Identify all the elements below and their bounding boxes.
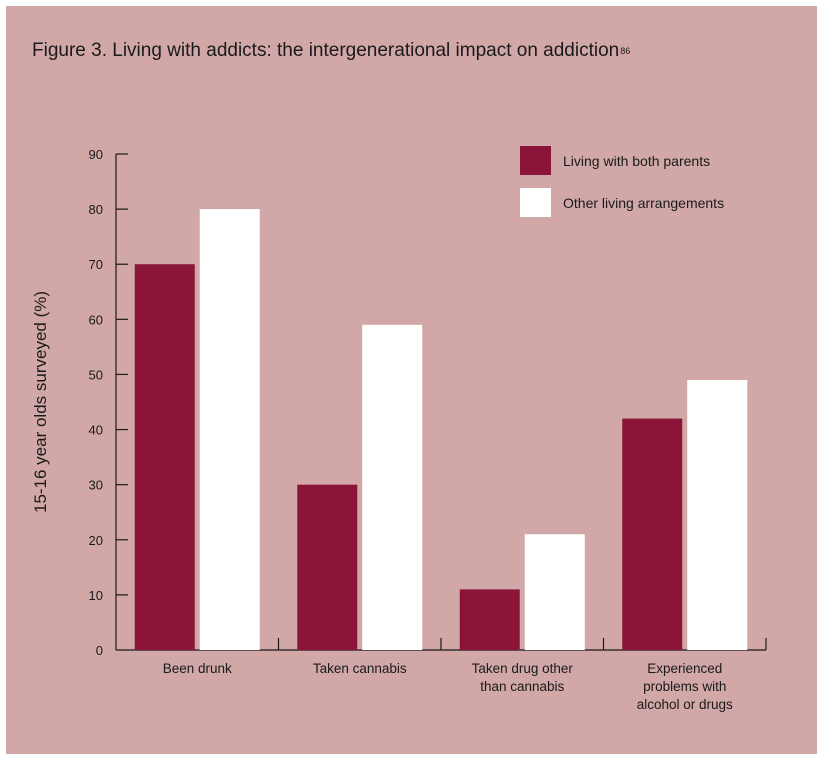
legend-label: Other living arrangements (563, 195, 724, 211)
y-tick-label: 80 (89, 202, 103, 217)
legend-swatch (520, 146, 551, 175)
footnote-marker: 86 (620, 46, 631, 56)
y-tick-label: 40 (89, 423, 103, 438)
bar-both-parents (459, 589, 520, 650)
bar-other-arrangements (687, 379, 748, 650)
x-category-label: Taken cannabis (313, 661, 407, 676)
figure-title-text: Figure 3. Living with addicts: the inter… (32, 40, 620, 61)
figure-title: Figure 3. Living with addicts: the inter… (32, 40, 630, 62)
bar-other-arrangements (362, 324, 423, 650)
bar-both-parents (297, 484, 358, 650)
y-axis-title: 15-16 year olds surveyed (%) (31, 291, 50, 513)
bar-other-arrangements (524, 534, 585, 650)
y-tick-label: 30 (89, 478, 103, 493)
y-tick-label: 10 (89, 588, 103, 603)
x-category-label: Taken drug other than cannabis (472, 661, 574, 694)
bar-both-parents (134, 264, 195, 650)
bar-other-arrangements (199, 209, 260, 650)
y-tick-label: 50 (89, 367, 103, 382)
x-category-label: Experienced problems with alcohol or drugs (637, 661, 733, 712)
legend-swatch (520, 188, 551, 217)
y-tick-label: 0 (96, 643, 103, 658)
x-category-label: Been drunk (163, 661, 232, 676)
y-tick-label: 90 (89, 147, 103, 162)
legend-label: Living with both parents (563, 153, 710, 169)
y-tick-label: 60 (89, 312, 103, 327)
y-tick-label: 20 (89, 533, 103, 548)
y-tick-label: 70 (89, 257, 103, 272)
bar-both-parents (622, 418, 683, 650)
